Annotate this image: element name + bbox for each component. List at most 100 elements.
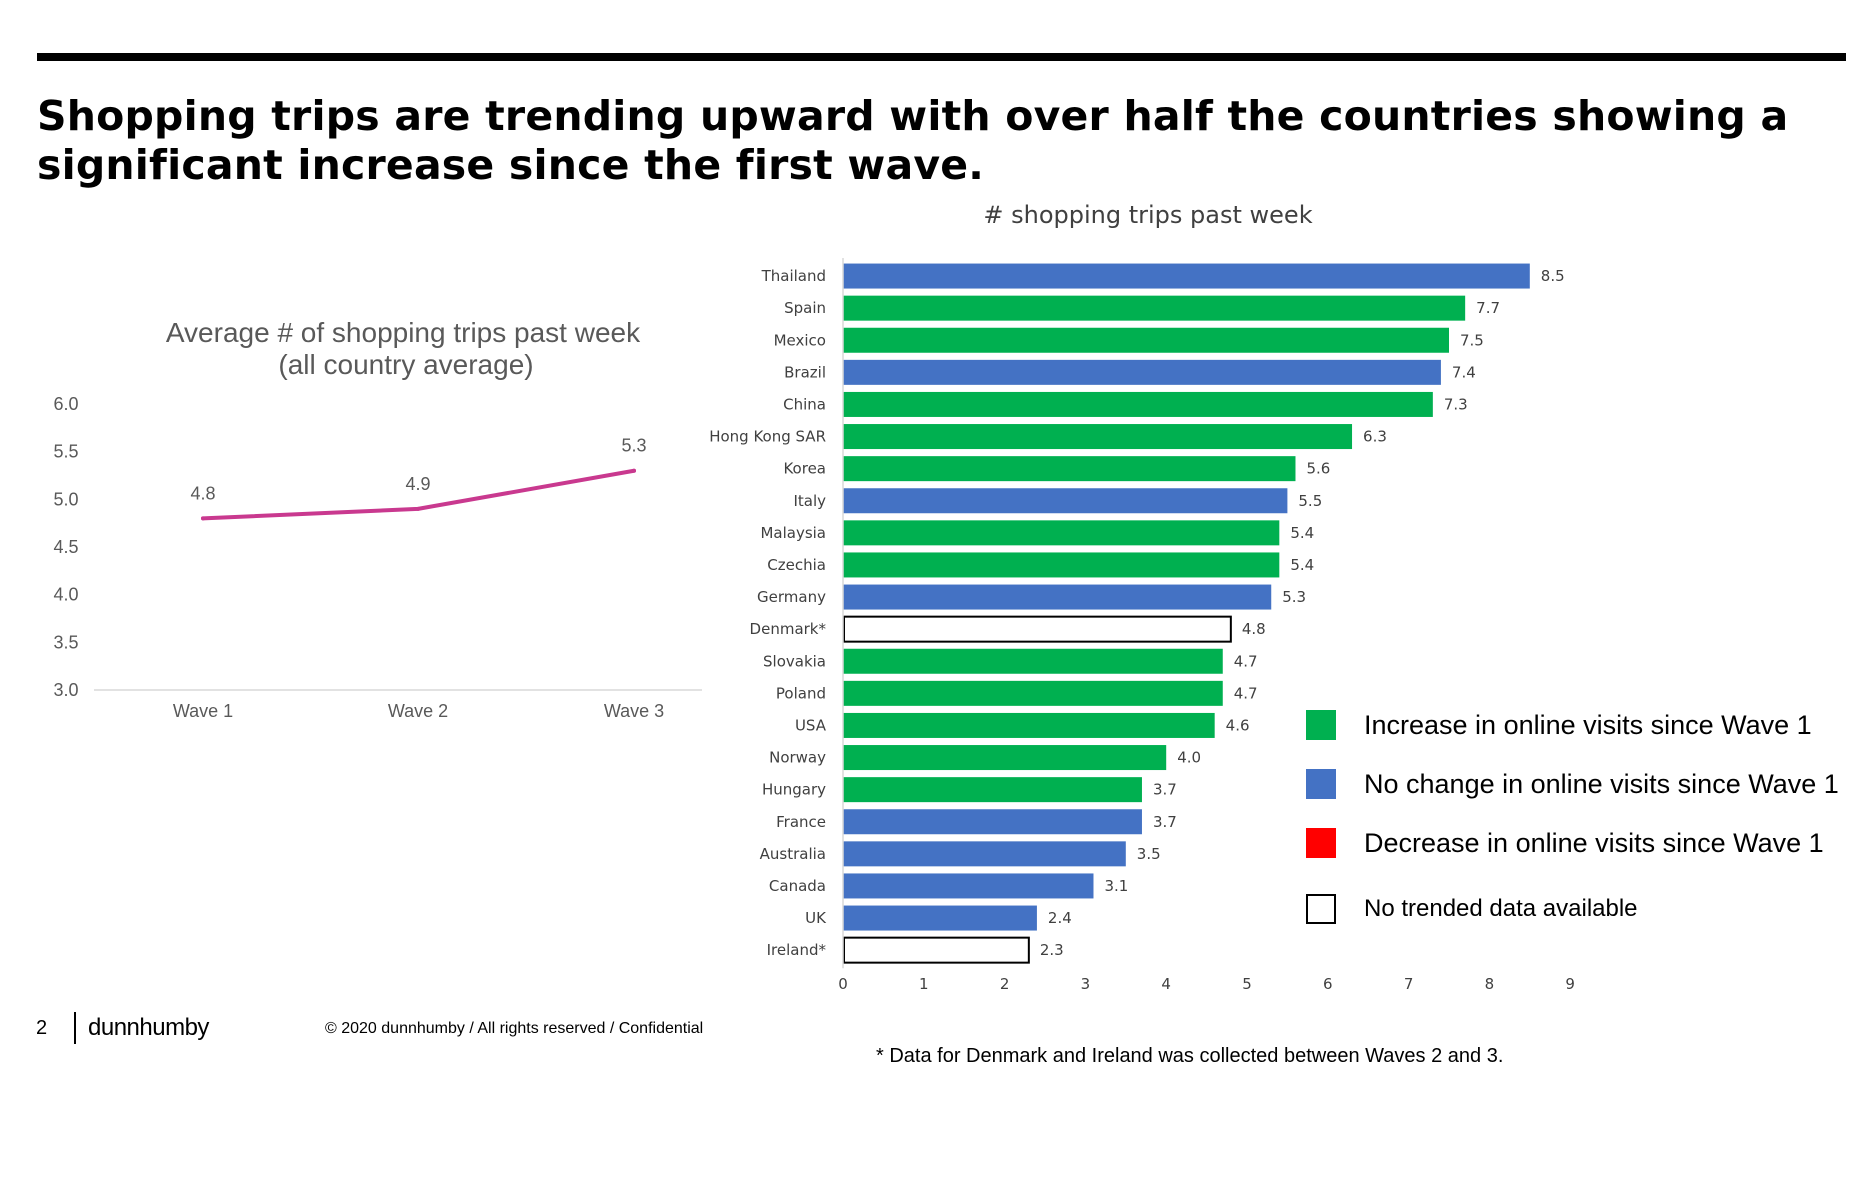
top-rule	[37, 53, 1846, 61]
legend-label-no-change: No change in online visits since Wave 1	[1364, 768, 1839, 799]
bar-category-label: Poland	[776, 684, 826, 702]
bar-uk	[843, 905, 1037, 931]
bar-x-tick: 6	[1323, 975, 1333, 993]
bar-norway	[843, 745, 1167, 771]
bar-chart: # shopping trips past week Thailand 8.5 Spa…	[709, 201, 1575, 993]
line-chart: Average # of shopping trips past week(al…	[53, 317, 702, 721]
bar-data-label: 5.6	[1306, 460, 1330, 478]
bar-category-label: Hungary	[762, 781, 826, 799]
legend-item-no-change: No change in online visits since Wave 1	[1306, 767, 1839, 801]
bar-x-tick: 3	[1081, 975, 1091, 993]
bar-category-label: UK	[805, 909, 827, 927]
bar-data-label: 5.3	[1282, 588, 1306, 606]
bar-spain	[843, 295, 1466, 321]
bar-data-label: 3.7	[1153, 813, 1177, 831]
bar-category-label: Czechia	[767, 556, 826, 574]
bar-category-label: Germany	[757, 588, 826, 606]
legend-swatch-increase	[1306, 710, 1336, 740]
bar-canada	[843, 873, 1094, 899]
bar-data-label: 5.4	[1290, 524, 1314, 542]
bar-category-label: Canada	[769, 877, 826, 895]
bar-usa	[843, 712, 1215, 738]
legend-swatch-decrease	[1306, 828, 1336, 858]
bar-china	[843, 391, 1433, 417]
legend-label-increase: Increase in online visits since Wave 1	[1364, 709, 1812, 740]
bar-korea	[843, 456, 1296, 482]
line-x-tick: Wave 1	[173, 701, 233, 721]
legend-item-decrease: Decrease in online visits since Wave 1	[1306, 826, 1824, 860]
bar-x-tick: 9	[1565, 975, 1575, 993]
legend-label-no-data: No trended data available	[1364, 895, 1638, 922]
bar-category-label: France	[776, 813, 826, 831]
legend-item-increase: Increase in online visits since Wave 1	[1306, 708, 1812, 742]
bar-czechia	[843, 552, 1280, 578]
bar-france	[843, 809, 1142, 835]
bar-x-tick: 2	[1000, 975, 1010, 993]
bar-malaysia	[843, 520, 1280, 546]
line-y-tick: 4.5	[53, 537, 78, 557]
brand-logo: dunnhumby	[88, 1014, 209, 1041]
line-y-tick: 3.0	[53, 680, 78, 700]
line-y-tick: 6.0	[53, 394, 78, 414]
bar-category-label: Mexico	[774, 331, 826, 349]
bar-data-label: 3.5	[1137, 845, 1161, 863]
bar-category-label: Ireland*	[767, 941, 827, 959]
bar-data-label: 7.3	[1444, 395, 1468, 413]
bar-germany	[843, 584, 1272, 610]
bar-category-label: Norway	[769, 749, 826, 767]
line-data-label: 4.8	[190, 483, 215, 503]
line-chart-title: Average # of shopping trips past week	[166, 317, 641, 348]
bar-data-label: 4.7	[1234, 652, 1258, 670]
bar-data-label: 3.7	[1153, 781, 1177, 799]
line-y-tick: 5.0	[53, 489, 78, 509]
line-data-label: 5.3	[621, 436, 646, 456]
bar-x-tick: 5	[1242, 975, 1252, 993]
legend-swatch-no-change	[1306, 769, 1336, 799]
bar-chart-title: # shopping trips past week	[983, 201, 1312, 229]
bar-mexico	[843, 327, 1449, 353]
bar-category-label: Australia	[760, 845, 826, 863]
bar-poland	[843, 680, 1223, 706]
bar-category-label: Italy	[793, 492, 826, 510]
legend-item-no-data: No trended data available	[1306, 892, 1638, 926]
bar-data-label: 5.4	[1290, 556, 1314, 574]
bar-data-label: 8.5	[1541, 267, 1565, 285]
bar-category-label: Hong Kong SAR	[709, 428, 826, 446]
legend-label-decrease: Decrease in online visits since Wave 1	[1364, 827, 1824, 858]
copyright-text: © 2020 dunnhumby / All rights reserved /…	[325, 1020, 704, 1037]
bar-thailand	[843, 263, 1530, 289]
line-data-label: 4.9	[405, 474, 430, 494]
bar-data-label: 2.4	[1048, 909, 1072, 927]
bar-hong-kong-sar	[843, 424, 1353, 450]
bar-x-tick: 8	[1485, 975, 1495, 993]
line-point	[416, 506, 420, 511]
line-point	[632, 468, 636, 473]
bar-data-label: 7.5	[1460, 331, 1484, 349]
bar-data-label: 4.7	[1234, 684, 1258, 702]
line-y-tick: 4.0	[53, 585, 78, 605]
footer-divider	[74, 1012, 76, 1044]
bar-data-label: 4.6	[1226, 716, 1250, 734]
bar-denmark	[843, 615, 1232, 643]
bar-data-label: 7.7	[1476, 299, 1500, 317]
bar-category-label: Spain	[784, 299, 826, 317]
bar-category-label: Denmark*	[750, 620, 827, 638]
bar-hungary	[843, 777, 1142, 803]
footnote: * Data for Denmark and Ireland was colle…	[876, 1045, 1504, 1067]
bar-x-tick: 4	[1161, 975, 1171, 993]
bar-x-tick: 0	[838, 975, 848, 993]
bar-data-label: 7.4	[1452, 363, 1476, 381]
bar-data-label: 4.0	[1177, 749, 1201, 767]
bar-category-label: Korea	[783, 460, 826, 478]
line-chart-subtitle: (all country average)	[278, 349, 533, 380]
bar-x-tick: 7	[1404, 975, 1414, 993]
bar-category-label: Slovakia	[763, 652, 826, 670]
line-y-tick: 3.5	[53, 632, 78, 652]
legend-swatch-no-data	[1306, 894, 1336, 924]
bar-data-label: 5.5	[1298, 492, 1322, 510]
bar-slovakia	[843, 648, 1223, 674]
bar-data-label: 6.3	[1363, 428, 1387, 446]
line-x-tick: Wave 3	[604, 701, 664, 721]
bar-data-label: 2.3	[1040, 941, 1064, 959]
bar-category-label: Thailand	[761, 267, 826, 285]
